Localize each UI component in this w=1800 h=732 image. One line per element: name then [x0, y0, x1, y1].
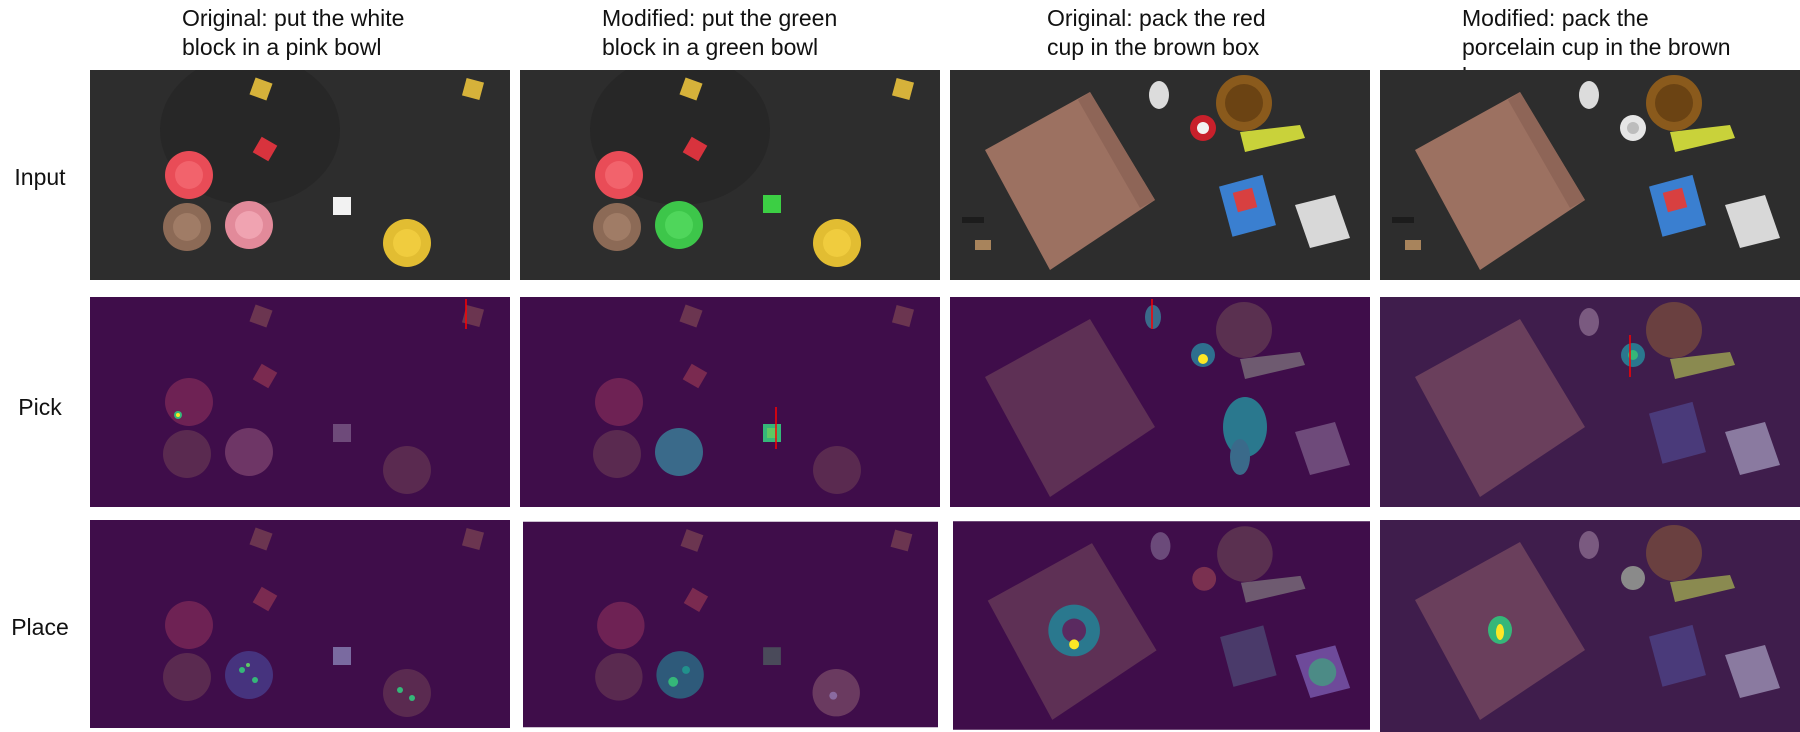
- place-heatmap-original-packing: [953, 521, 1370, 730]
- place-heatmap-modified-packing: [1380, 520, 1800, 732]
- pick-heatmap-original-blocks: [90, 297, 510, 507]
- pick-heatmap-modified-blocks: [520, 297, 940, 507]
- pick-heatmap-original-packing: [950, 297, 1370, 507]
- column-title-3: Original: pack the red cup in the brown …: [1047, 5, 1266, 60]
- row-label-pick: Pick: [18, 394, 62, 420]
- input-panel-modified-blocks: [520, 70, 940, 280]
- input-panel-original-blocks: [90, 70, 510, 280]
- input-panel-original-packing: [950, 70, 1370, 280]
- pick-heatmap-modified-packing: [1380, 297, 1800, 507]
- input-panel-modified-packing: [1380, 70, 1800, 280]
- place-heatmap-original-blocks: [90, 520, 510, 728]
- row-label-input: Input: [14, 164, 66, 190]
- row-label-place: Place: [11, 614, 69, 640]
- column-title-2: Modified: put the green block in a green…: [602, 5, 838, 60]
- place-heatmap-modified-blocks: [523, 521, 938, 728]
- column-title-1: Original: put the white block in a pink …: [182, 5, 405, 60]
